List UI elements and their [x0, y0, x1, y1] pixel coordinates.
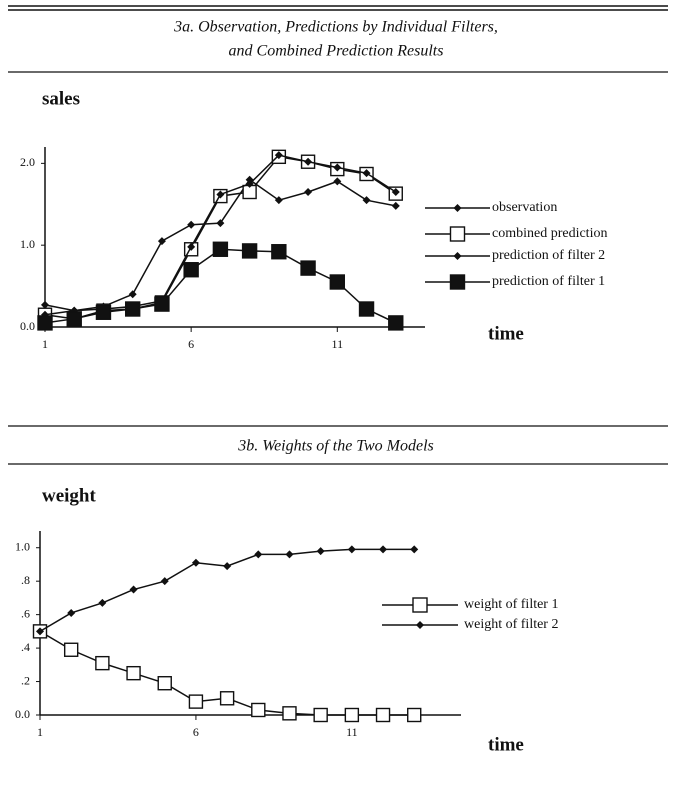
diamond-marker [274, 151, 283, 160]
diamond-marker [129, 585, 138, 594]
square-marker [124, 301, 141, 317]
square-marker [282, 706, 297, 721]
square-marker [344, 707, 360, 723]
legend-marker [449, 274, 466, 290]
square-marker [375, 707, 391, 723]
diamond-marker [304, 188, 313, 196]
y-tick-label: .6 [21, 606, 30, 620]
y-tick-label: 0.0 [20, 319, 35, 333]
series-line [39, 548, 415, 633]
x-tick-label: 6 [188, 337, 194, 351]
square-marker [300, 260, 316, 276]
legend-marker [416, 621, 424, 629]
chart-title: 3b. Weights of the Two Models [237, 438, 434, 455]
diamond-marker [362, 169, 371, 178]
x-tick-label: 11 [346, 725, 358, 739]
y-axis-label: sales [42, 88, 80, 109]
series-line [44, 156, 397, 320]
square-marker [241, 243, 258, 259]
x-axis-label: time [488, 323, 524, 344]
y-axis-label: weight [42, 485, 97, 506]
legend-label: prediction of filter 2 [492, 248, 605, 263]
x-tick-label: 1 [37, 725, 43, 739]
diamond-marker [391, 188, 400, 196]
square-marker [358, 301, 375, 317]
y-tick-label: 1.0 [20, 237, 35, 251]
square-marker [183, 262, 199, 278]
square-marker [212, 241, 229, 257]
square-marker [37, 315, 53, 331]
diamond-marker [391, 201, 400, 210]
diamond-marker [410, 545, 419, 554]
diamond-marker [216, 190, 225, 199]
y-tick-label: .2 [21, 673, 30, 687]
square-marker [219, 691, 235, 706]
square-marker [251, 702, 266, 718]
legend-label: prediction of filter 1 [492, 274, 605, 289]
square-marker [63, 642, 79, 657]
diamond-marker [333, 177, 342, 186]
diamond-marker [160, 577, 169, 586]
diamond-marker [362, 196, 371, 205]
x-tick-label: 11 [332, 337, 344, 351]
diamond-marker [41, 300, 49, 309]
x-tick-label: 1 [42, 337, 48, 351]
diamond-marker [245, 179, 254, 188]
square-marker [157, 676, 172, 691]
diamond-marker [285, 550, 294, 559]
x-axis-label: time [488, 734, 524, 755]
square-marker [388, 315, 404, 331]
square-marker [271, 244, 287, 260]
diamond-marker [98, 598, 107, 607]
series-line [44, 154, 397, 316]
y-tick-label: 2.0 [20, 155, 35, 169]
diamond-marker [128, 290, 137, 299]
square-marker [95, 655, 110, 671]
diamond-marker [191, 558, 200, 567]
diamond-marker [347, 545, 356, 554]
legend-marker [449, 226, 466, 242]
diamond-marker [379, 545, 388, 554]
y-tick-label: .4 [21, 640, 30, 654]
square-marker [313, 707, 328, 723]
square-marker [329, 274, 346, 290]
diamond-marker [157, 237, 166, 246]
square-marker [126, 665, 141, 681]
legend-label: combined prediction [492, 226, 607, 241]
legend-marker [412, 597, 428, 613]
diamond-marker [187, 220, 196, 229]
square-marker [407, 707, 422, 723]
diamond-marker [187, 242, 196, 251]
legend-marker [453, 204, 462, 212]
legend-label: observation [492, 200, 557, 215]
y-tick-label: 1.0 [15, 539, 30, 553]
chart-title: 3a. Observation, Predictions by Individu… [173, 19, 498, 36]
legend-label: weight of filter 2 [464, 617, 558, 632]
diamond-marker [274, 196, 283, 205]
diamond-marker [216, 219, 225, 228]
diamond-marker [67, 608, 76, 617]
diamond-marker [223, 562, 232, 571]
square-marker [188, 694, 204, 709]
y-tick-label: .8 [21, 573, 30, 587]
legend-label: weight of filter 1 [464, 597, 558, 612]
diamond-marker [316, 547, 325, 556]
square-marker [95, 304, 112, 320]
square-marker [154, 296, 170, 312]
legend-marker [453, 252, 462, 260]
chart-title: and Combined Prediction Results [229, 43, 444, 60]
x-tick-label: 6 [193, 725, 199, 739]
square-marker [66, 311, 82, 327]
diamond-marker [304, 157, 313, 166]
y-tick-label: 0.0 [15, 707, 30, 721]
diamond-marker [36, 627, 44, 636]
diamond-marker [333, 163, 342, 172]
diamond-marker [254, 550, 263, 559]
